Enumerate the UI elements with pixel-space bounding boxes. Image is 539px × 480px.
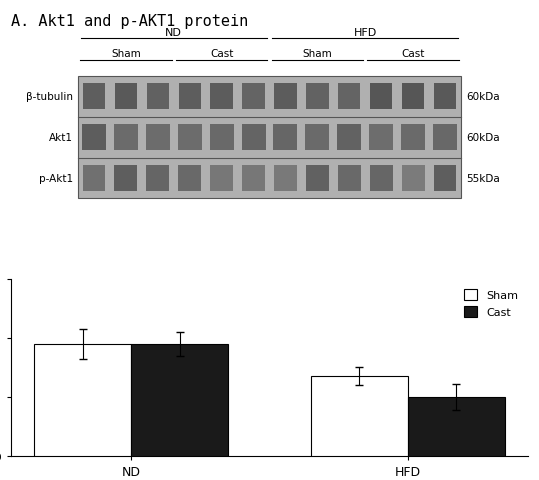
Text: 60kDa: 60kDa bbox=[466, 92, 500, 102]
Bar bbox=[241, 125, 266, 151]
Bar bbox=[83, 84, 105, 110]
Bar bbox=[408, 397, 505, 480]
Point bbox=[458, 156, 464, 161]
Bar bbox=[369, 125, 393, 151]
Bar bbox=[210, 166, 233, 192]
Bar bbox=[131, 344, 228, 480]
Text: HFD: HFD bbox=[354, 28, 377, 38]
Point bbox=[169, 58, 175, 63]
Text: A. Akt1 and p-AKT1 protein: A. Akt1 and p-AKT1 protein bbox=[11, 14, 248, 29]
Bar bbox=[115, 84, 137, 110]
Point bbox=[364, 58, 370, 63]
Bar bbox=[146, 166, 169, 192]
Bar bbox=[433, 166, 457, 192]
Point bbox=[77, 58, 84, 63]
Text: Sham: Sham bbox=[302, 49, 332, 59]
Text: β-tubulin: β-tubulin bbox=[26, 92, 73, 102]
Bar bbox=[402, 166, 425, 192]
Point bbox=[172, 58, 179, 63]
Bar bbox=[311, 376, 408, 480]
Point bbox=[75, 156, 81, 161]
Point bbox=[455, 36, 461, 42]
Bar bbox=[274, 84, 296, 110]
Text: p-Akt1: p-Akt1 bbox=[39, 174, 73, 184]
Bar bbox=[210, 84, 233, 110]
Bar bbox=[402, 84, 424, 110]
Point bbox=[455, 58, 462, 63]
Bar bbox=[178, 84, 201, 110]
Bar bbox=[78, 77, 461, 199]
Bar bbox=[178, 125, 202, 151]
Point bbox=[360, 58, 367, 63]
Point bbox=[269, 36, 275, 42]
Bar bbox=[274, 166, 297, 192]
Point bbox=[264, 36, 270, 42]
Text: ND: ND bbox=[165, 28, 182, 38]
Bar bbox=[146, 125, 170, 151]
Text: 55kDa: 55kDa bbox=[466, 174, 500, 184]
Text: 60kDa: 60kDa bbox=[466, 133, 500, 143]
Bar bbox=[178, 166, 201, 192]
Bar bbox=[338, 84, 361, 110]
Bar bbox=[273, 125, 298, 151]
Bar bbox=[337, 125, 361, 151]
Text: Cast: Cast bbox=[210, 49, 233, 59]
Text: Akt1: Akt1 bbox=[49, 133, 73, 143]
Bar bbox=[82, 166, 106, 192]
Text: Sham: Sham bbox=[111, 49, 141, 59]
Bar bbox=[114, 166, 137, 192]
Bar bbox=[434, 84, 456, 110]
Point bbox=[264, 58, 271, 63]
Legend: Sham, Cast: Sham, Cast bbox=[460, 285, 523, 322]
Bar bbox=[306, 125, 329, 151]
Text: Cast: Cast bbox=[402, 49, 425, 59]
Bar bbox=[82, 125, 106, 151]
Bar bbox=[338, 166, 361, 192]
Bar bbox=[210, 125, 233, 151]
Point bbox=[458, 115, 464, 120]
Point bbox=[268, 58, 275, 63]
Point bbox=[75, 115, 81, 120]
Bar bbox=[147, 84, 169, 110]
Bar bbox=[370, 84, 392, 110]
Bar bbox=[243, 84, 265, 110]
Point bbox=[78, 36, 84, 42]
Bar bbox=[242, 166, 265, 192]
Bar bbox=[401, 125, 425, 151]
Bar bbox=[370, 166, 393, 192]
Bar bbox=[114, 125, 138, 151]
Bar bbox=[306, 84, 329, 110]
Bar bbox=[433, 125, 457, 151]
Bar bbox=[34, 344, 131, 480]
Bar bbox=[306, 166, 329, 192]
